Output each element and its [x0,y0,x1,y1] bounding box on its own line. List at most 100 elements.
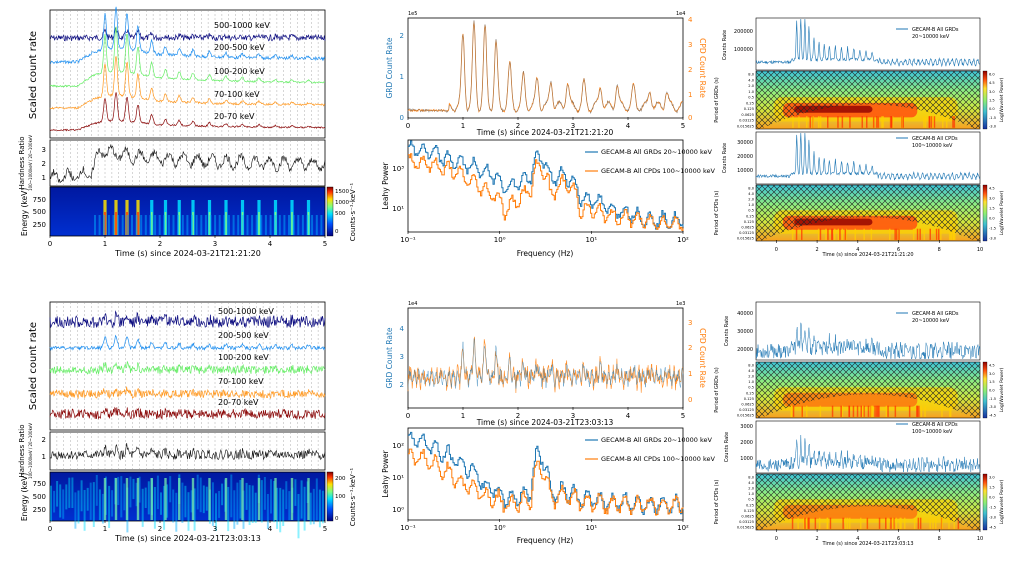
wavelet-texture [929,228,931,240]
bl-band-label-1: 200-500 keV [218,331,269,340]
tm-ytick-r-1: 1 [688,91,692,99]
spec-stripe [290,478,294,520]
x-tick-label: 10⁰ [494,236,506,244]
wavelet-texture [899,517,901,529]
spec-band [149,215,152,235]
wavelet-texture [797,517,799,529]
spec-stripe [307,478,310,520]
x-tick-label: 0 [48,240,52,248]
x-tick-label: 0 [775,536,778,542]
colorbar-icon [982,473,988,531]
spec-stripe [191,478,195,520]
spec-stripe [257,478,261,520]
spec-band [301,215,304,235]
bl-cb-tick-1: 100 [335,494,346,500]
spec-band [181,482,184,523]
tm-ytick-l-2: 2 [400,32,404,40]
tl-ylabel: Scaled count rate [28,31,39,119]
spec-band [236,482,239,525]
tr-grd-legend-0: GECAM-B All GRDs [912,27,959,33]
x-tick-label: 10 [977,247,983,253]
tl-spec-tick-750: 750 [33,196,46,204]
tl-band-label-1: 200-500 keV [214,43,265,52]
wavelet-texture [860,405,862,417]
wavelet-texture [908,405,911,417]
colorbar-tick: 0.0 [989,496,995,500]
tr-cpd-ylabel2: Period of CPDs (s) [714,191,720,236]
wavelet-texture [894,228,896,240]
spec-core [150,212,153,235]
period-tick: 0.5 [748,498,754,502]
tr-grd-ytick-1: 200000 [734,29,753,35]
wavelet-texture [935,517,937,529]
x-tick-label: 5 [323,525,327,533]
wavelet-texture [818,116,820,128]
spec-band [309,492,312,525]
wavelet-texture [846,517,849,529]
spec-band [230,474,233,518]
spec-band [172,215,175,235]
spec-band [144,487,147,508]
colorbar-tick: 1.5 [989,99,995,103]
spec-band [245,482,248,510]
wavelet-texture [809,116,811,128]
colorbar-tick: -1.5 [989,397,996,401]
spec-band [227,487,230,532]
bl-cb-tick-2: 0 [335,516,339,522]
wavelet-texture [950,405,952,417]
br-cpd-ytick-1: 2000 [740,440,753,446]
wavelet-texture [948,228,951,240]
br-grd-ytick-2: 40000 [737,311,753,317]
tl-spec-ylabel: Energy (keV) [20,188,29,236]
period-tick: 0.25 [746,214,754,218]
wavelet-texture [885,517,887,529]
wavelet-texture [827,228,829,240]
wavelet-texture [791,228,794,240]
spec-band [94,215,96,235]
tl-cb-tick-3: 0 [335,229,339,235]
wavelet-texture [891,116,893,128]
colorbar-tick: 1.5 [989,486,995,490]
wavelet-texture [856,405,859,417]
wavelet-texture [933,116,936,128]
lightcurve-2 [49,26,326,88]
tr-cpd-ylabel: Counts Rate [722,143,728,174]
wavelet-texture [860,517,862,529]
bm-pw-legend-grd: GECAM-B All GRDs 20~10000 keV [601,436,713,444]
tm-pw-legend: GECAM-B All GRDs 20~10000 keV GECAM-B Al… [585,148,716,175]
period-tick: 2.0 [748,487,754,491]
spec-band [107,215,110,235]
hatch-cone-icon [756,71,980,129]
period-tick: 0.25 [746,503,754,507]
spec-band [241,215,244,235]
spec-band [83,490,86,531]
lightcurve-0 [49,310,326,329]
bm-ytick-r-2: 2 [688,344,692,352]
colorbar-tick: -4.5 [989,526,996,530]
period-tick: 0.125 [744,220,754,224]
spec-band [175,492,178,532]
spec-band [294,479,297,506]
spec-band [297,494,300,539]
period-tick: 0.5 [748,386,754,390]
tm-ytick-l-1: 1 [400,73,404,81]
wavelet-texture [827,116,829,128]
wavelet-texture [829,517,832,529]
bm-ytick-r-3: 3 [688,319,692,327]
wavelet-texture [895,228,898,240]
wavelet-texture [892,517,894,529]
x-tick-label: 8 [938,247,941,253]
colorbar-tick: 0.0 [989,107,995,111]
wavelet-texture [876,116,878,128]
lightcurve-4 [49,406,326,421]
spec-stripe [114,478,118,520]
br-grd-ytick-0: 20000 [737,347,753,353]
wavelet-texture [917,517,920,529]
wavelet-texture [878,517,881,529]
lightcurve-3 [49,56,326,110]
spec-band [101,493,104,524]
period-tick: 8.0 [748,73,754,77]
wavelet-texture [848,405,851,417]
spec-band [273,481,276,523]
bm-ytick-r-0: 0 [688,396,692,404]
